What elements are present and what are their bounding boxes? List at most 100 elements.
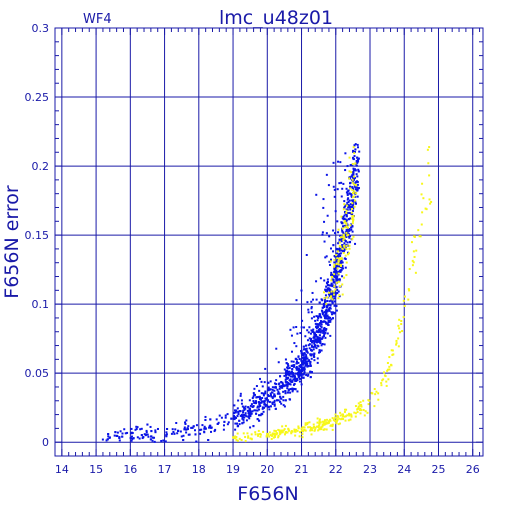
data-point (344, 218, 347, 221)
data-point (330, 282, 333, 285)
data-point (256, 418, 259, 421)
data-point (187, 425, 190, 428)
data-point (289, 388, 292, 391)
data-point (309, 429, 312, 432)
data-point (401, 330, 404, 333)
data-point (421, 211, 424, 214)
data-point (346, 234, 349, 237)
data-point (331, 301, 334, 304)
data-point (323, 291, 326, 294)
data-point (317, 331, 320, 334)
data-point (326, 421, 329, 424)
data-point (319, 340, 322, 343)
data-point (353, 411, 356, 414)
data-point (307, 311, 310, 314)
data-point (261, 400, 264, 403)
data-point (352, 207, 355, 210)
data-point (268, 435, 271, 438)
data-point (278, 382, 281, 385)
data-point (359, 412, 362, 415)
data-point (237, 399, 240, 402)
data-point (338, 278, 341, 281)
data-point (239, 392, 242, 395)
data-point (259, 404, 262, 407)
data-point (248, 413, 251, 416)
data-point (208, 426, 211, 429)
data-point (341, 261, 344, 264)
data-point (295, 368, 298, 371)
data-point (383, 371, 386, 374)
data-point (282, 404, 285, 407)
data-point (281, 381, 284, 384)
data-point (252, 400, 255, 403)
data-point (329, 304, 332, 307)
data-point (336, 292, 339, 295)
data-point (283, 368, 286, 371)
data-point (348, 211, 351, 214)
data-point (260, 401, 263, 404)
data-point (308, 343, 311, 346)
data-point (318, 351, 321, 354)
data-point (332, 250, 335, 253)
data-point (287, 429, 290, 432)
data-point (412, 250, 415, 253)
data-point (284, 378, 287, 381)
data-point (343, 221, 346, 224)
data-point (325, 312, 328, 315)
data-point (352, 199, 355, 202)
data-point (297, 355, 300, 358)
data-point (342, 250, 345, 253)
data-point (317, 340, 320, 343)
data-point (351, 225, 354, 228)
data-point (242, 432, 245, 435)
data-point (323, 240, 326, 243)
data-point (307, 426, 310, 429)
x-tick-label: 17 (158, 463, 172, 476)
data-point (314, 338, 317, 341)
data-point (329, 320, 332, 323)
data-point (241, 415, 244, 418)
data-point (252, 425, 255, 428)
data-point (267, 387, 270, 390)
data-point (345, 208, 348, 211)
data-point (264, 367, 267, 370)
data-point (330, 313, 333, 316)
data-point (302, 426, 305, 429)
data-point (357, 170, 360, 173)
data-point (134, 428, 137, 431)
data-point (237, 410, 240, 413)
data-point (183, 426, 186, 429)
data-point (309, 339, 312, 342)
data-point (284, 399, 287, 402)
data-point (354, 202, 357, 205)
data-point (290, 334, 293, 337)
data-point (351, 178, 354, 181)
data-point (153, 436, 156, 439)
data-point (324, 294, 327, 297)
data-point (343, 210, 346, 213)
data-point (295, 372, 298, 375)
data-point (327, 420, 330, 423)
data-point (316, 336, 319, 339)
data-point (330, 311, 333, 314)
data-point (258, 405, 261, 408)
data-point (301, 360, 304, 363)
y-tick-label: 0.1 (32, 298, 50, 311)
data-point (299, 377, 302, 380)
data-point (356, 158, 359, 161)
data-point (325, 308, 328, 311)
data-point (318, 349, 321, 352)
data-point (313, 336, 316, 339)
data-point (339, 252, 342, 255)
data-point (284, 390, 287, 393)
data-point (321, 231, 324, 234)
data-point (288, 374, 291, 377)
data-point (351, 199, 354, 202)
data-point (328, 418, 331, 421)
data-point (289, 378, 292, 381)
data-point (310, 344, 313, 347)
data-point (346, 414, 349, 417)
data-point (234, 411, 237, 414)
data-point (349, 418, 352, 421)
data-point (303, 372, 306, 375)
